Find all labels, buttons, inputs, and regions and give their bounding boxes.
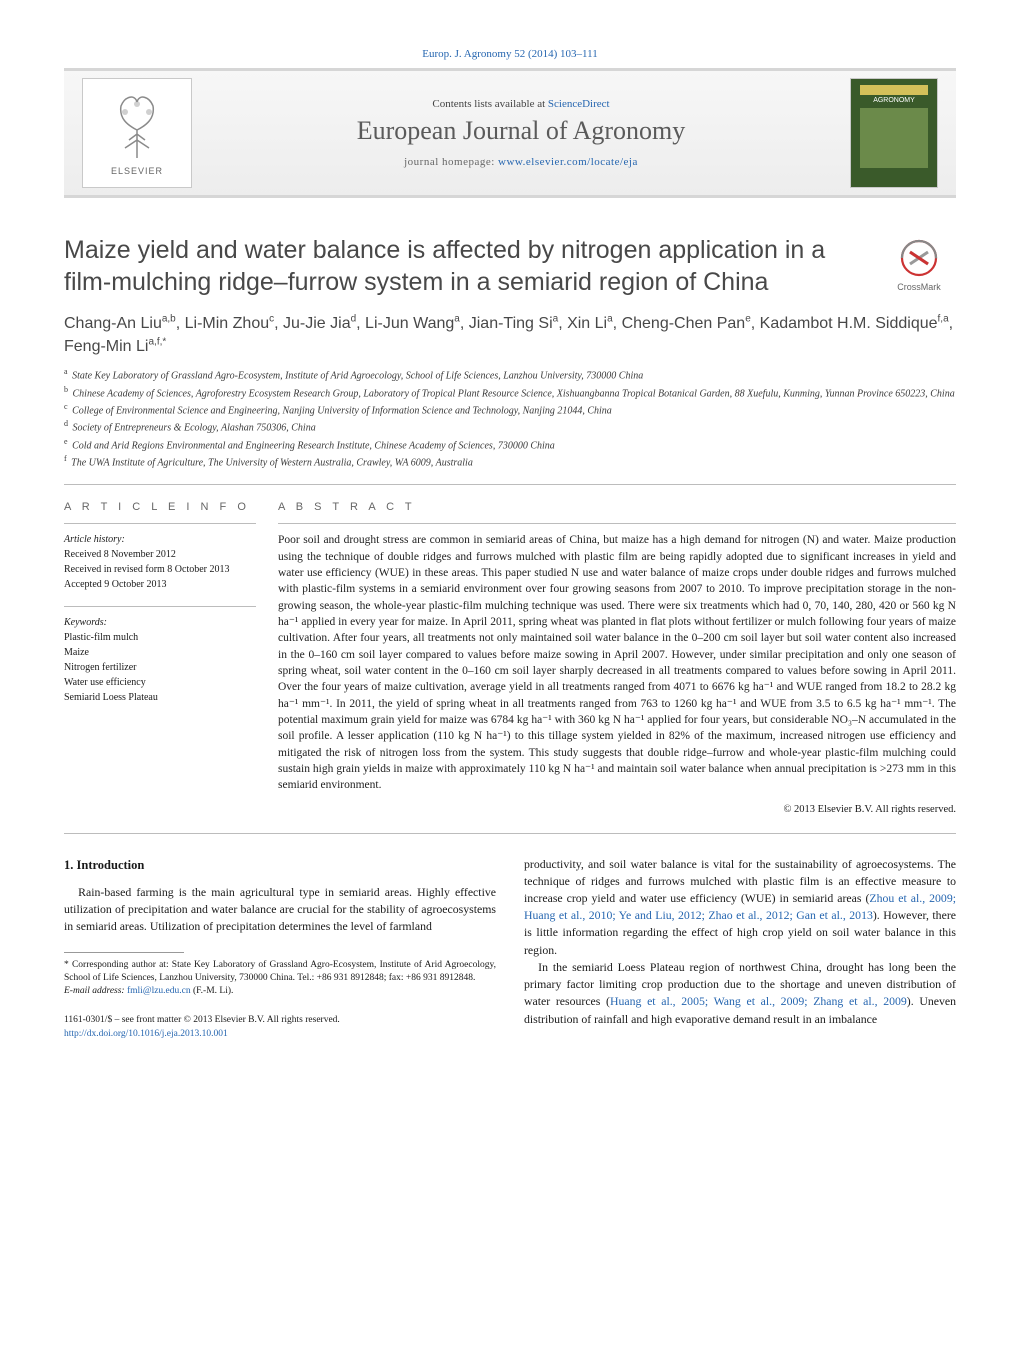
keywords-title: Keywords: (64, 615, 256, 630)
history-title: Article history: (64, 532, 256, 547)
contents-prefix: Contents lists available at (432, 98, 547, 110)
top-citation: Europ. J. Agronomy 52 (2014) 103–111 (64, 48, 956, 60)
journal-cover: AGRONOMY (850, 78, 938, 188)
history-line: Accepted 9 October 2013 (64, 577, 256, 592)
sciencedirect-link[interactable]: ScienceDirect (548, 98, 610, 110)
crossmark-icon (899, 238, 939, 278)
body-column-left: 1. Introduction Rain-based farming is th… (64, 856, 496, 1041)
doi-link[interactable]: http://dx.doi.org/10.1016/j.eja.2013.10.… (64, 1029, 228, 1039)
article-title: Maize yield and water balance is affecte… (64, 234, 864, 298)
article-info-column: A R T I C L E I N F O Article history: R… (64, 501, 278, 814)
contents-line: Contents lists available at ScienceDirec… (210, 98, 832, 110)
article-history: Article history: Received 8 November 201… (64, 532, 256, 592)
elsevier-logo: ELSEVIER (82, 78, 192, 188)
keyword: Plastic-film mulch (64, 630, 256, 645)
authors: Chang-An Liua,b, Li-Min Zhouc, Ju-Jie Ji… (64, 312, 956, 358)
affiliation: c College of Environmental Science and E… (64, 401, 956, 418)
elsevier-label: ELSEVIER (111, 166, 163, 176)
abstract-text: Poor soil and drought stress are common … (278, 532, 956, 793)
elsevier-tree-icon (107, 90, 167, 164)
divider (64, 484, 956, 485)
journal-header: ELSEVIER Contents lists available at Sci… (64, 68, 956, 198)
footnote-rule (64, 952, 184, 953)
abstract-column: A B S T R A C T Poor soil and drought st… (278, 501, 956, 814)
top-citation-link[interactable]: Europ. J. Agronomy 52 (2014) 103–111 (422, 48, 597, 60)
homepage-line: journal homepage: www.elsevier.com/locat… (210, 156, 832, 168)
email-link[interactable]: fmli@lzu.edu.cn (127, 986, 191, 996)
affiliation: d Society of Entrepreneurs & Ecology, Al… (64, 418, 956, 435)
crossmark-label: CrossMark (882, 282, 956, 292)
citation[interactable]: Huang et al., 2005; Wang et al., 2009; Z… (610, 994, 907, 1008)
header-center: Contents lists available at ScienceDirec… (210, 98, 832, 168)
journal-name: European Journal of Agronomy (210, 116, 832, 146)
info-rule (64, 523, 256, 524)
homepage-prefix: journal homepage: (404, 156, 498, 168)
footnotes: * Corresponding author at: State Key Lab… (64, 959, 496, 999)
affiliations: a State Key Laboratory of Grassland Agro… (64, 366, 956, 470)
divider (64, 833, 956, 834)
corresponding-author: * Corresponding author at: State Key Lab… (64, 959, 496, 986)
affiliation: a State Key Laboratory of Grassland Agro… (64, 366, 956, 383)
email-label: E-mail address: (64, 986, 127, 996)
email-line: E-mail address: fmli@lzu.edu.cn (F.-M. L… (64, 985, 496, 998)
affiliation: b Chinese Academy of Sciences, Agrofores… (64, 384, 956, 401)
body-paragraph: In the semiarid Loess Plateau region of … (524, 959, 956, 1028)
cover-accent (860, 85, 929, 95)
affiliation: e Cold and Arid Regions Environmental an… (64, 436, 956, 453)
email-suffix: (F.-M. Li). (191, 986, 234, 996)
section-heading: 1. Introduction (64, 856, 496, 874)
front-matter-line: 1161-0301/$ – see front matter © 2013 El… (64, 1014, 496, 1027)
cover-title: AGRONOMY (873, 97, 915, 104)
keyword: Semiarid Loess Plateau (64, 690, 256, 705)
keyword: Nitrogen fertilizer (64, 660, 256, 675)
body-paragraph: productivity, and soil water balance is … (524, 856, 956, 959)
cover-image-placeholder (860, 108, 929, 168)
article-info-heading: A R T I C L E I N F O (64, 501, 256, 513)
abstract-rule (278, 523, 956, 524)
affiliation: f The UWA Institute of Agriculture, The … (64, 453, 956, 470)
crossmark-badge[interactable]: CrossMark (882, 238, 956, 292)
history-line: Received in revised form 8 October 2013 (64, 562, 256, 577)
homepage-link[interactable]: www.elsevier.com/locate/eja (498, 156, 638, 168)
body-column-right: productivity, and soil water balance is … (524, 856, 956, 1041)
footer-meta: 1161-0301/$ – see front matter © 2013 El… (64, 1014, 496, 1041)
body-paragraph: Rain-based farming is the main agricultu… (64, 884, 496, 936)
keyword: Maize (64, 645, 256, 660)
info-rule (64, 606, 256, 607)
keyword: Water use efficiency (64, 675, 256, 690)
copyright: © 2013 Elsevier B.V. All rights reserved… (278, 804, 956, 815)
abstract-heading: A B S T R A C T (278, 501, 956, 513)
history-line: Received 8 November 2012 (64, 547, 256, 562)
keywords-block: Keywords: Plastic-film mulch Maize Nitro… (64, 615, 256, 705)
